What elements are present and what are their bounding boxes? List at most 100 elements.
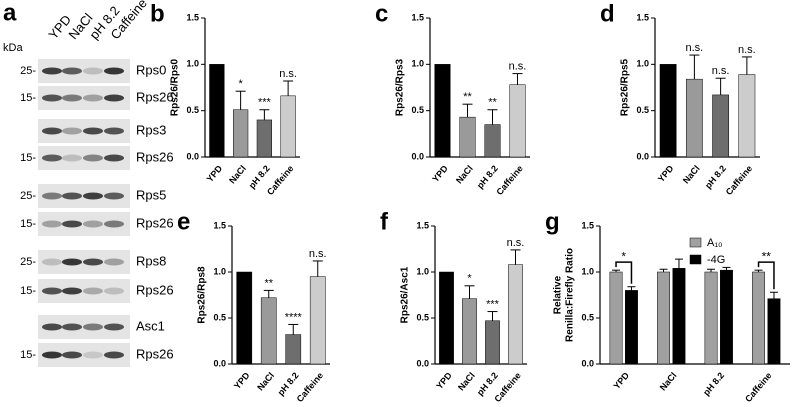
blot-band <box>104 192 124 200</box>
blot-band <box>104 351 124 359</box>
significance: *** <box>486 298 500 310</box>
legend-swatch <box>689 237 702 248</box>
significance: n.s. <box>738 44 756 56</box>
marker-label: 25- <box>20 190 36 202</box>
bar <box>767 298 781 365</box>
blot-band <box>83 287 103 295</box>
x-tick-label: YPD <box>612 370 632 391</box>
x-tick-label: NaCl <box>456 370 477 392</box>
panel-letter: a <box>3 0 17 26</box>
x-tick-label: Caffeine <box>494 163 524 197</box>
significance: n.s. <box>509 61 527 73</box>
bar <box>233 109 249 158</box>
y-tick-label: 1.0 <box>416 266 429 276</box>
blot-band <box>42 192 62 200</box>
bar <box>704 271 718 365</box>
panel-letter: b <box>150 0 165 27</box>
y-tick-label: 0.0 <box>213 358 226 368</box>
significance: ** <box>264 277 273 289</box>
x-tick-label: NaCl <box>658 370 679 392</box>
row-label: Rps5 <box>136 187 166 202</box>
y-axis-label: Renilla:Firefly Ratio <box>565 248 576 342</box>
bar <box>209 64 225 158</box>
bar <box>509 84 526 158</box>
blot-band <box>62 67 82 75</box>
row-label: Rps26 <box>136 89 174 104</box>
row-label: Rps0 <box>136 62 166 77</box>
blot-band <box>83 127 103 135</box>
significance-bracket <box>757 261 775 290</box>
y-tick-label: 1.5 <box>416 220 429 230</box>
y-tick-label: 0.5 <box>411 105 424 115</box>
y-tick-label: 0.0 <box>186 151 199 161</box>
blot-band <box>104 323 124 331</box>
x-tick-label: pH 8.2 <box>701 370 726 397</box>
bar <box>485 320 500 365</box>
blot-band <box>42 323 62 331</box>
blot-band <box>42 127 62 135</box>
x-tick-label: Caffeine <box>724 163 754 197</box>
x-tick-label: Caffeine <box>743 370 773 404</box>
significance: * <box>238 78 243 90</box>
blot-band <box>42 154 62 162</box>
bar <box>285 334 302 365</box>
y-tick-label: 1.5 <box>213 220 226 230</box>
marker-label: 15- <box>20 349 36 361</box>
panel-letter: c <box>375 0 388 27</box>
blot-band <box>42 287 62 295</box>
blot-band <box>104 154 124 162</box>
panel-letter: e <box>177 208 190 235</box>
significance: **** <box>285 311 303 323</box>
y-tick-label: 0.5 <box>213 312 226 322</box>
significance: n.s. <box>686 42 704 54</box>
blot-band <box>83 220 103 228</box>
bar <box>685 78 703 158</box>
bar <box>260 297 277 365</box>
bar <box>508 264 523 365</box>
significance: n.s. <box>712 65 730 77</box>
marker-label: 15- <box>20 92 36 104</box>
y-tick-label: 1.0 <box>186 59 199 69</box>
panel-letter: g <box>545 208 560 235</box>
legend-swatch <box>689 254 702 265</box>
x-tick-label: YPD <box>434 370 454 391</box>
y-axis-label: Rps26/Rps3 <box>395 58 406 116</box>
blot-band <box>104 67 124 75</box>
significance: *** <box>258 97 272 109</box>
blot-band <box>104 94 124 102</box>
significance: * <box>621 249 626 263</box>
blot-band <box>42 220 62 228</box>
x-tick-label: Caffeine <box>295 370 325 404</box>
blot-band <box>83 258 103 266</box>
y-axis-label: Rps26/Asc1 <box>400 266 411 323</box>
x-tick-label: pH 8.2 <box>475 163 500 190</box>
blot-band <box>42 351 62 359</box>
y-tick-label: 0.5 <box>416 312 429 322</box>
blot-band <box>83 67 103 75</box>
blot-band <box>62 192 82 200</box>
significance-bracket <box>615 261 633 284</box>
x-tick-label: pH 8.2 <box>703 163 728 190</box>
blot-band <box>42 94 62 102</box>
bar <box>720 269 733 365</box>
marker-label: 15- <box>20 152 36 164</box>
y-tick-label: 0.0 <box>411 151 424 161</box>
blot-band <box>62 127 82 135</box>
blot-band <box>42 258 62 266</box>
significance: * <box>467 273 472 285</box>
bar <box>439 271 454 365</box>
y-tick-label: 1.0 <box>411 59 424 69</box>
bar <box>484 124 501 158</box>
x-tick-label: NaCl <box>227 163 248 185</box>
blot-band <box>83 192 103 200</box>
row-label: Rps3 <box>136 122 166 137</box>
legend-label: A₁₀ <box>707 237 723 249</box>
blot-band <box>62 94 82 102</box>
y-axis-label: Rps26/Rps5 <box>620 58 631 116</box>
panel-letter: d <box>600 0 615 27</box>
blot-band <box>62 351 82 359</box>
blot-band <box>104 127 124 135</box>
y-tick-label: 0.5 <box>581 312 594 322</box>
marker-label: 15- <box>20 218 36 230</box>
row-label: Asc1 <box>136 318 165 333</box>
